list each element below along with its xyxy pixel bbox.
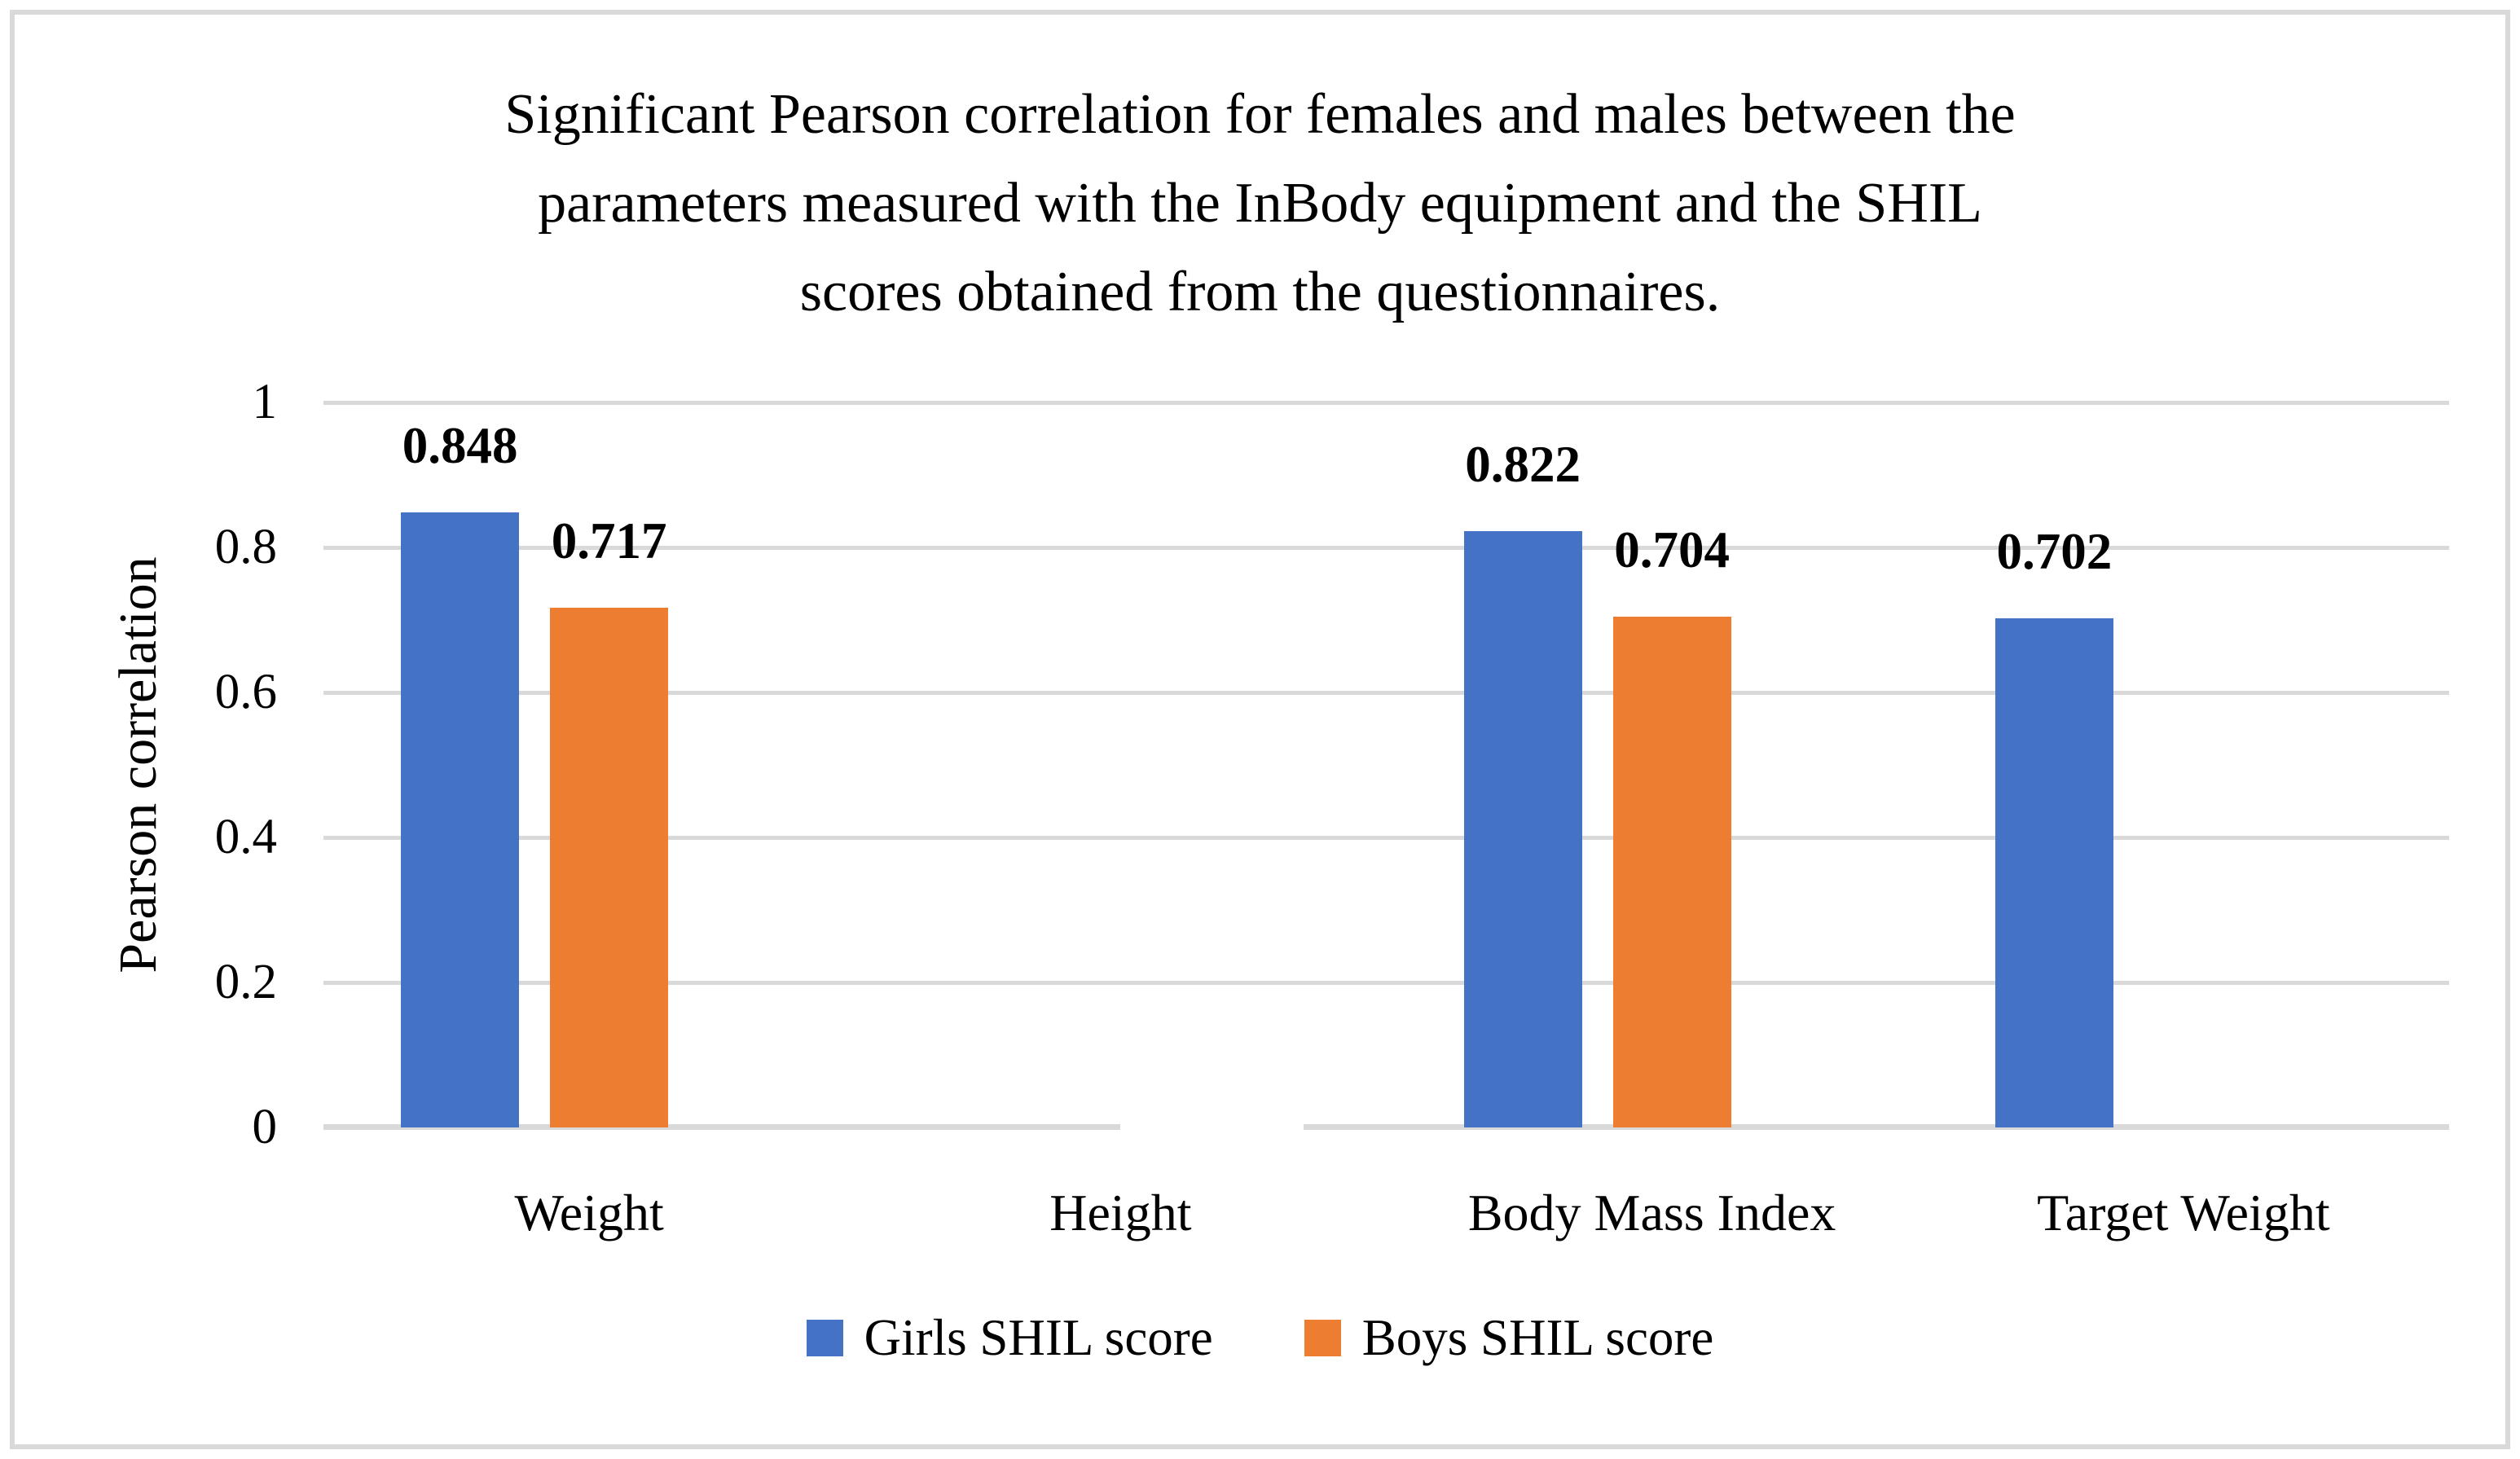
- x-axis-label-height: Height: [1049, 1184, 1192, 1241]
- chart-title-line-1: Significant Pearson correlation for fema…: [504, 83, 2016, 146]
- x-axis-label-body-mass-index: Body Mass Index: [1467, 1184, 1836, 1241]
- legend-label: Girls SHIL score: [864, 1309, 1213, 1366]
- bar-data-label: 0.848: [402, 417, 518, 475]
- y-tick-label-0.2: 0.2: [214, 955, 277, 1009]
- gridline-0.8: [323, 545, 2449, 550]
- legend-swatch-icon: [1304, 1320, 1341, 1357]
- legend-item-girls: Girls SHIL score: [806, 1309, 1213, 1366]
- x-axis-label-target-weight: Target Weight: [2037, 1184, 2330, 1241]
- y-tick-label-0: 0: [252, 1100, 278, 1154]
- x-axis-baseline: [323, 1124, 1120, 1130]
- gridline-1: [323, 400, 2449, 405]
- x-axis-label-weight: Weight: [514, 1184, 664, 1241]
- bar-girls-target-weight: 0.702: [1994, 526, 2113, 1127]
- bar-data-label: 0.702: [1996, 523, 2113, 581]
- chart-title-line-2: parameters measured with the InBody equi…: [538, 172, 1982, 235]
- legend-label: Boys SHIL score: [1361, 1309, 1714, 1366]
- bar-boys-weight: 0.717: [550, 515, 669, 1127]
- gridline-0.6: [323, 690, 2449, 695]
- legend: Girls SHIL score Boys SHIL score: [0, 1309, 2520, 1366]
- chart-frame-border: [10, 10, 2510, 1449]
- y-tick-label-0.4: 0.4: [214, 810, 277, 864]
- plot-area: 0.848 0.822 0.702 0.717 0.704: [323, 400, 2449, 1130]
- y-tick-label-0.6: 0.6: [214, 665, 277, 719]
- bar-data-label: 0.717: [551, 512, 667, 569]
- gridline-0.2: [323, 980, 2449, 985]
- bar-boys-body-mass-index: 0.704: [1612, 525, 1731, 1127]
- bar-data-label: 0.704: [1614, 521, 1730, 579]
- bar-data-label: 0.822: [1465, 436, 1581, 494]
- y-tick-label-1: 1: [252, 375, 278, 429]
- x-axis-baseline: [1304, 1124, 2449, 1130]
- gridline-0.4: [323, 835, 2449, 840]
- y-axis-tick-labels: 0 0.2 0.4 0.6 0.8 1: [0, 0, 277, 1459]
- chart-title-line-3: scores obtained from the questionnaires.: [799, 261, 1721, 323]
- legend-swatch-icon: [806, 1320, 843, 1357]
- bar-girls-body-mass-index: 0.822: [1463, 439, 1582, 1127]
- chart-title: Significant Pearson correlation for fema…: [0, 70, 2520, 336]
- y-tick-label-0.8: 0.8: [214, 520, 277, 574]
- bar-girls-weight: 0.848: [401, 420, 520, 1127]
- legend-item-boys: Boys SHIL score: [1304, 1309, 1714, 1366]
